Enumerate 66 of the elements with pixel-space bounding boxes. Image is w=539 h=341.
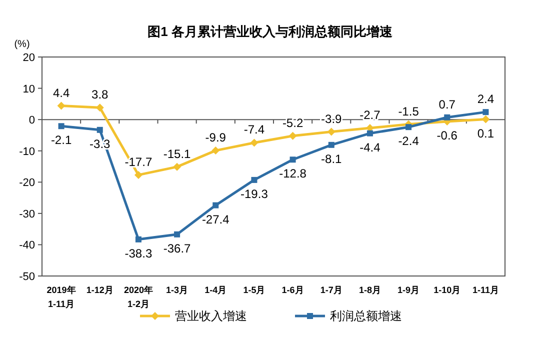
x-tick-label: 1-7月 (320, 285, 342, 295)
y-axis-title: (%) (14, 39, 30, 50)
x-tick-label: 1-12月 (86, 285, 114, 295)
data-label: -5.2 (282, 116, 304, 130)
point (288, 132, 297, 140)
point (482, 115, 490, 124)
data-label: -19.3 (240, 186, 268, 201)
data-label: -15.1 (163, 146, 192, 161)
data-label: -4.4 (360, 140, 381, 154)
y-tick-label: -50 (19, 271, 35, 283)
point (327, 128, 336, 136)
data-label: -1.5 (398, 104, 420, 118)
y-tick-label: 0 (28, 114, 35, 127)
point (96, 126, 103, 133)
point (212, 202, 219, 208)
data-label: -12.8 (279, 166, 307, 181)
point (212, 146, 220, 155)
point (174, 231, 180, 238)
x-tick-label: 1-10月 (434, 285, 461, 295)
x-tick-label: 1-8月 (358, 285, 381, 295)
x-tick-label: 2020年 1-2月 (124, 285, 153, 309)
data-label: 0.1 (477, 126, 494, 140)
data-label: -2.1 (50, 133, 72, 148)
point (57, 102, 66, 110)
point (173, 162, 182, 171)
point (250, 138, 258, 147)
y-tick-label: -10 (19, 146, 35, 158)
point (366, 130, 373, 136)
x-tick-label: 1-4月 (204, 285, 227, 295)
x-tick-label: 1-5月 (243, 285, 266, 295)
data-label: 3.8 (92, 88, 109, 102)
point (134, 170, 142, 179)
point (406, 124, 412, 130)
x-tick-label: 1-3月 (166, 285, 188, 295)
y-tick-label: -40 (19, 240, 35, 252)
data-label: -2.4 (398, 134, 420, 148)
data-label: 2.4 (477, 92, 494, 106)
data-label: -8.1 (321, 152, 342, 166)
point (328, 142, 334, 148)
point (135, 236, 142, 242)
x-tick-label: 1-9月 (398, 285, 420, 295)
y-tick-label: -30 (19, 208, 35, 220)
data-label: -36.7 (163, 241, 192, 256)
legend-label: 利润总额增速 (330, 309, 402, 323)
data-label: -9.9 (205, 130, 226, 145)
y-tick-label: -20 (19, 177, 35, 190)
data-label: 4.4 (52, 86, 70, 100)
x-tick-label: 1-6月 (282, 285, 304, 295)
point (482, 109, 489, 116)
data-label: -2.7 (360, 108, 381, 122)
data-label: 0.7 (438, 97, 456, 112)
point (251, 176, 258, 183)
data-label: -38.3 (124, 246, 152, 260)
data-label: -27.4 (202, 212, 230, 226)
y-tick-label: 20 (22, 52, 35, 64)
x-tick-label: 2019年 1-11月 (46, 285, 76, 309)
x-tick-label: 1-11月 (472, 285, 499, 295)
data-label: -7.4 (244, 122, 265, 137)
chart-title: 图1 各月累计营业收入与利润总额同比增速 (148, 24, 394, 39)
point (290, 156, 296, 163)
point (444, 114, 450, 120)
y-tick-label: 10 (22, 83, 35, 96)
legend-label: 营业收入增速 (175, 309, 247, 323)
point (96, 104, 104, 112)
point (58, 123, 64, 130)
data-label: -0.6 (436, 128, 458, 142)
